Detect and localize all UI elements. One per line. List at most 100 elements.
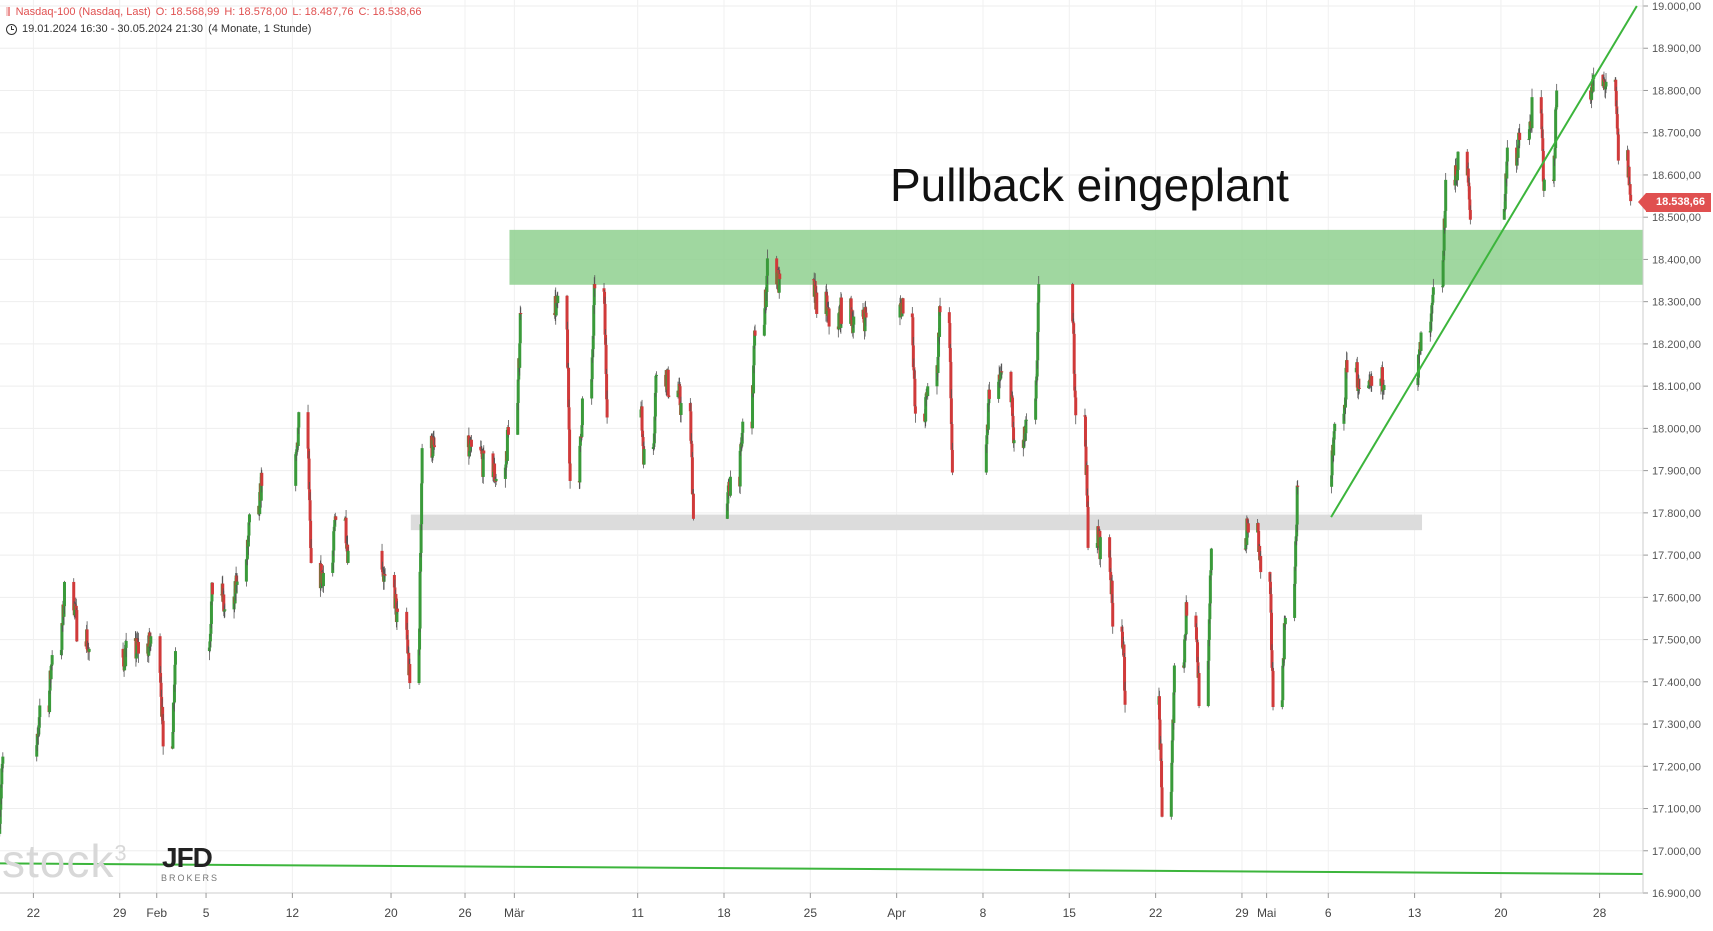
candle-body (910, 313, 914, 318)
x-tick-label: 26 (458, 906, 472, 920)
x-tick-label: 29 (1235, 906, 1249, 920)
candle-body (479, 446, 483, 450)
candle-body (825, 291, 829, 296)
candle-body (985, 435, 989, 445)
candle-body (752, 345, 756, 366)
y-tick-label: 17.900,00 (1652, 466, 1701, 478)
candle-body (1367, 381, 1371, 386)
candle-body (924, 397, 928, 422)
candle-body (653, 416, 657, 434)
candle-body (1098, 537, 1102, 560)
candle-body (295, 450, 299, 453)
candle-body (741, 421, 745, 433)
candle-body (124, 647, 128, 667)
candle-body (591, 349, 595, 358)
x-tick-label: 15 (1063, 906, 1077, 920)
candle-body (678, 386, 682, 406)
candle-body (260, 472, 264, 486)
candle-body (222, 594, 226, 612)
y-tick-label: 17.300,00 (1652, 719, 1701, 731)
candle-body (235, 581, 239, 585)
candle-body (1602, 80, 1606, 83)
candle-body (642, 449, 646, 465)
candle-body (578, 436, 582, 446)
candle-body (1294, 541, 1298, 567)
candle-body (308, 500, 312, 521)
clock-icon (6, 24, 17, 35)
lower-trend-line (0, 862, 1644, 875)
candle-body (420, 483, 424, 525)
candle-body (1629, 194, 1633, 202)
candle-body (1182, 662, 1186, 668)
candle-body (753, 330, 757, 336)
candle-body (1456, 169, 1460, 181)
candle-body (1123, 690, 1127, 705)
candle-body (419, 524, 423, 553)
candle-body (86, 649, 90, 651)
uptrend-line (1330, 5, 1638, 518)
candle-body (1197, 673, 1201, 707)
candle-body (1516, 145, 1520, 158)
candle-body (75, 610, 79, 642)
candle-body (149, 636, 153, 644)
candle-body (578, 445, 582, 483)
candle-body (59, 649, 63, 656)
candle-body (1442, 250, 1446, 261)
candle-body (1468, 209, 1472, 220)
y-tick-label: 18.600,00 (1652, 170, 1701, 182)
x-tick-label: 5 (203, 906, 210, 920)
candle-body (1468, 199, 1472, 210)
x-tick-label: 6 (1325, 906, 1332, 920)
jfd-logo: JFD (162, 842, 213, 873)
x-tick-label: 29 (113, 906, 127, 920)
candle-body (690, 443, 694, 458)
candle-body (172, 684, 176, 703)
candle-body (1295, 485, 1299, 525)
candle-body (852, 316, 856, 325)
candle-body (566, 329, 570, 368)
candle-body (172, 702, 176, 704)
candle-body (937, 332, 941, 357)
candle-body (1022, 439, 1026, 448)
candle-body (506, 427, 510, 435)
candle-body (332, 526, 336, 532)
candle-body (568, 463, 572, 481)
candle-body (911, 345, 915, 368)
candle-body (1185, 602, 1189, 616)
y-tick-label: 17.800,00 (1652, 508, 1701, 520)
candle-body (605, 399, 609, 418)
candle-body (1083, 416, 1087, 447)
candle-body (652, 433, 656, 444)
candle-body (825, 295, 829, 316)
candle-body (503, 467, 507, 479)
candle-body (493, 463, 497, 480)
candle-body (938, 306, 942, 337)
candle-body (1604, 81, 1608, 87)
candle-body (999, 374, 1003, 379)
y-tick-label: 18.100,00 (1652, 381, 1701, 393)
candle-body (392, 574, 396, 588)
candle-body (1270, 650, 1274, 668)
candle-body (1271, 670, 1275, 708)
low-value: L: 18.487,76 (292, 6, 354, 18)
y-tick-label: 17.700,00 (1652, 550, 1701, 562)
candle-body (1206, 660, 1210, 707)
candle-body (679, 403, 683, 415)
candle-body (1, 756, 5, 764)
candle-body (208, 641, 212, 648)
candle-body (864, 307, 868, 313)
candle-body (901, 298, 905, 314)
candle-body (49, 665, 53, 680)
candle-body (1086, 495, 1090, 508)
candle-body (1034, 380, 1038, 399)
candle-body (235, 575, 239, 585)
candle-body (913, 406, 917, 414)
candle-body (1172, 692, 1176, 723)
candle-body (1540, 129, 1544, 139)
candle-body (1430, 305, 1434, 314)
candle-body (121, 648, 125, 658)
candle-body (1257, 530, 1261, 552)
candle-body (222, 610, 226, 612)
instrument-name: Nasdaq-100 (Nasdaq, Last) (15, 6, 151, 18)
candle-body (554, 302, 558, 316)
